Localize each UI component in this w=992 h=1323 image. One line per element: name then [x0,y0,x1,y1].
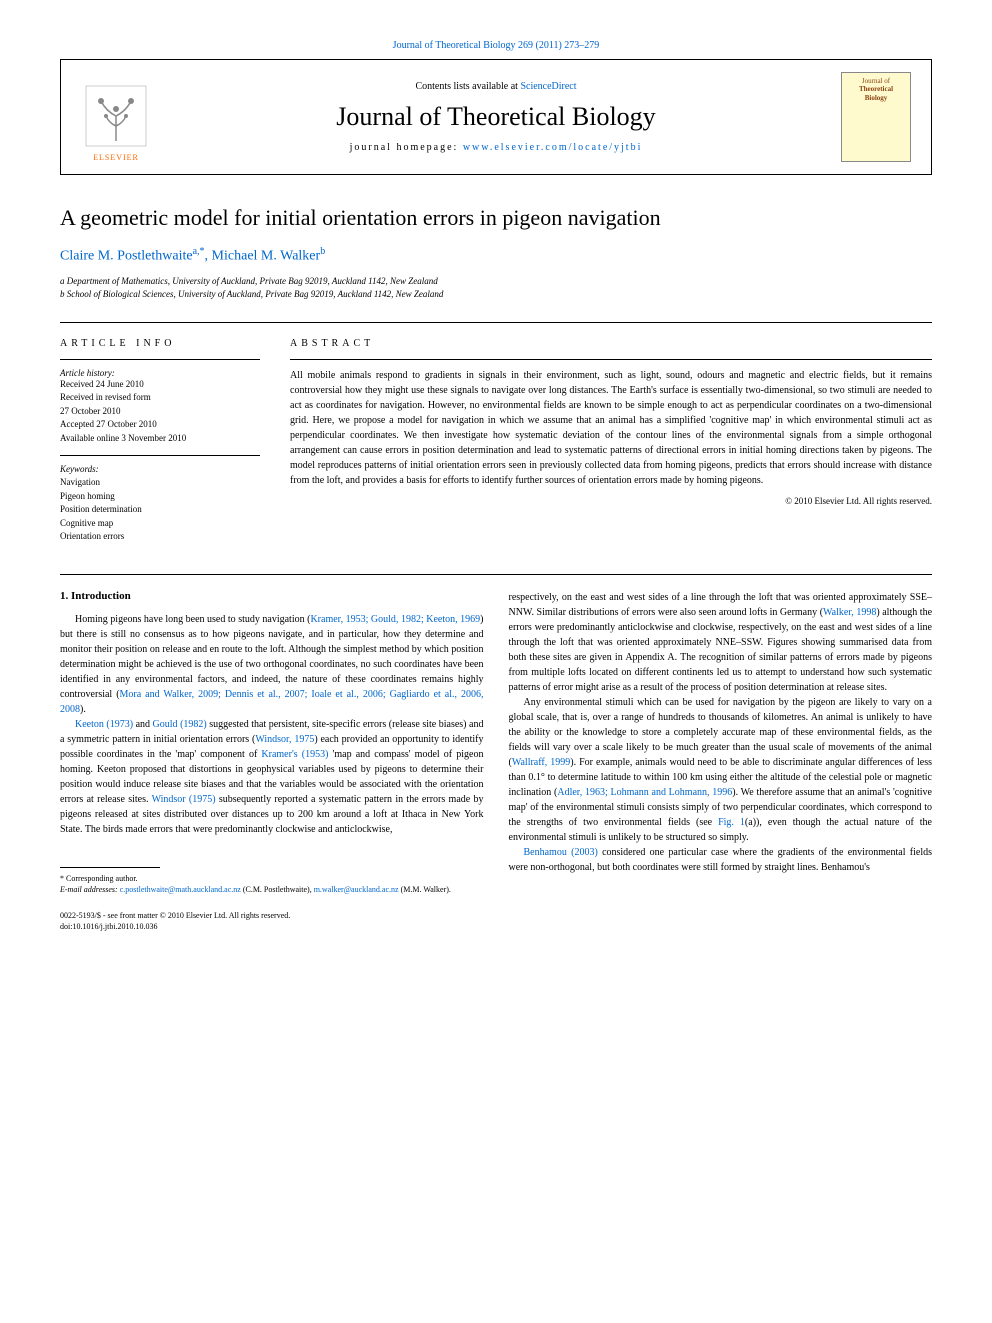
citation-link[interactable]: Wallraff, 1999 [512,757,570,768]
citation-link[interactable]: Gould (1982) [153,719,207,730]
abstract-label: ABSTRACT [290,338,932,349]
author-2-link[interactable]: , Michael M. Walker [205,249,321,264]
divider [60,322,932,323]
email-addresses: E-mail addresses: c.postlethwaite@math.a… [60,884,484,895]
keyword: Position determination [60,503,260,517]
body-paragraph: Homing pigeons have long been used to st… [60,612,484,837]
history-label: Article history: [60,368,260,378]
abstract-column: ABSTRACT All mobile animals respond to g… [290,338,932,544]
contents-line: Contents lists available at ScienceDirec… [171,81,821,92]
footnotes: * Corresponding author. E-mail addresses… [60,867,484,933]
info-abstract-row: ARTICLE INFO Article history: Received 2… [60,338,932,544]
corresponding-author-note: * Corresponding author. [60,873,484,884]
top-citation: Journal of Theoretical Biology 269 (2011… [60,40,932,51]
footnote-divider [60,867,160,868]
citation-link[interactable]: Kramer, 1953; Gould, 1982; Keeton, 1969 [310,614,480,625]
affiliation-b: b School of Biological Sciences, Univers… [60,288,932,302]
keyword: Cognitive map [60,517,260,531]
affiliation-a: a Department of Mathematics, University … [60,275,932,289]
article-title: A geometric model for initial orientatio… [60,205,932,231]
citation-link[interactable]: Windsor, 1975 [255,734,314,745]
citation-link[interactable]: Journal of Theoretical Biology 269 (2011… [393,40,600,51]
authors-line: Claire M. Postlethwaitea,*, Michael M. W… [60,246,932,265]
email-link[interactable]: c.postlethwaite@math.auckland.ac.nz [120,885,241,894]
info-divider [60,455,260,456]
homepage-line: journal homepage: www.elsevier.com/locat… [171,142,821,153]
citation-link[interactable]: Walker, 1998 [823,607,876,618]
email-link[interactable]: m.walker@auckland.ac.nz [314,885,399,894]
issn-line: 0022-5193/$ - see front matter © 2010 El… [60,910,484,921]
doi-line: doi:10.1016/j.jtbi.2010.10.036 [60,921,484,932]
journal-header: ELSEVIER Contents lists available at Sci… [60,59,932,175]
citation-link[interactable]: Benhamou (2003) [524,847,598,858]
citation-link[interactable]: Windsor (1975) [152,794,216,805]
info-divider [60,359,260,360]
sciencedirect-link[interactable]: ScienceDirect [520,81,576,92]
journal-cover-thumbnail: Journal of Theoretical Biology [841,72,911,162]
body-column-left: 1. Introduction Homing pigeons have long… [60,590,484,933]
citation-link[interactable]: Mora and Walker, 2009; Dennis et al., 20… [60,689,484,715]
section-heading: 1. Introduction [60,590,484,602]
affiliations: a Department of Mathematics, University … [60,275,932,302]
keywords-label: Keywords: [60,464,260,474]
citation-link[interactable]: Kramer's (1953) [261,749,328,760]
body-column-right: respectively, on the east and west sides… [509,590,933,933]
elsevier-logo: ELSEVIER [81,72,151,162]
citation-link[interactable]: Keeton (1973) [75,719,133,730]
keyword: Navigation [60,476,260,490]
elsevier-tree-icon [81,81,151,151]
keyword: Orientation errors [60,530,260,544]
publisher-name: ELSEVIER [93,153,139,162]
article-info-label: ARTICLE INFO [60,338,260,349]
keywords-list: Navigation Pigeon homing Position determ… [60,476,260,544]
article-history: Received 24 June 2010 Received in revise… [60,378,260,446]
body-paragraph: respectively, on the east and west sides… [509,590,933,875]
header-center: Contents lists available at ScienceDirec… [171,81,821,153]
article-info-column: ARTICLE INFO Article history: Received 2… [60,338,260,544]
abstract-text: All mobile animals respond to gradients … [290,368,932,488]
author-1-affil-sup: a, [193,246,200,257]
abstract-divider [290,359,932,360]
keyword: Pigeon homing [60,490,260,504]
author-2-affil-sup: b [320,246,325,257]
abstract-copyright: © 2010 Elsevier Ltd. All rights reserved… [290,496,932,506]
citation-link[interactable]: Adler, 1963; Lohmann and Lohmann, 1996 [557,787,732,798]
homepage-link[interactable]: www.elsevier.com/locate/yjtbi [463,142,643,153]
figure-link[interactable]: Fig. 1 [718,817,745,828]
body-two-column: 1. Introduction Homing pigeons have long… [60,590,932,933]
journal-title: Journal of Theoretical Biology [171,102,821,132]
divider [60,574,932,575]
author-1-link[interactable]: Claire M. Postlethwaite [60,249,193,264]
